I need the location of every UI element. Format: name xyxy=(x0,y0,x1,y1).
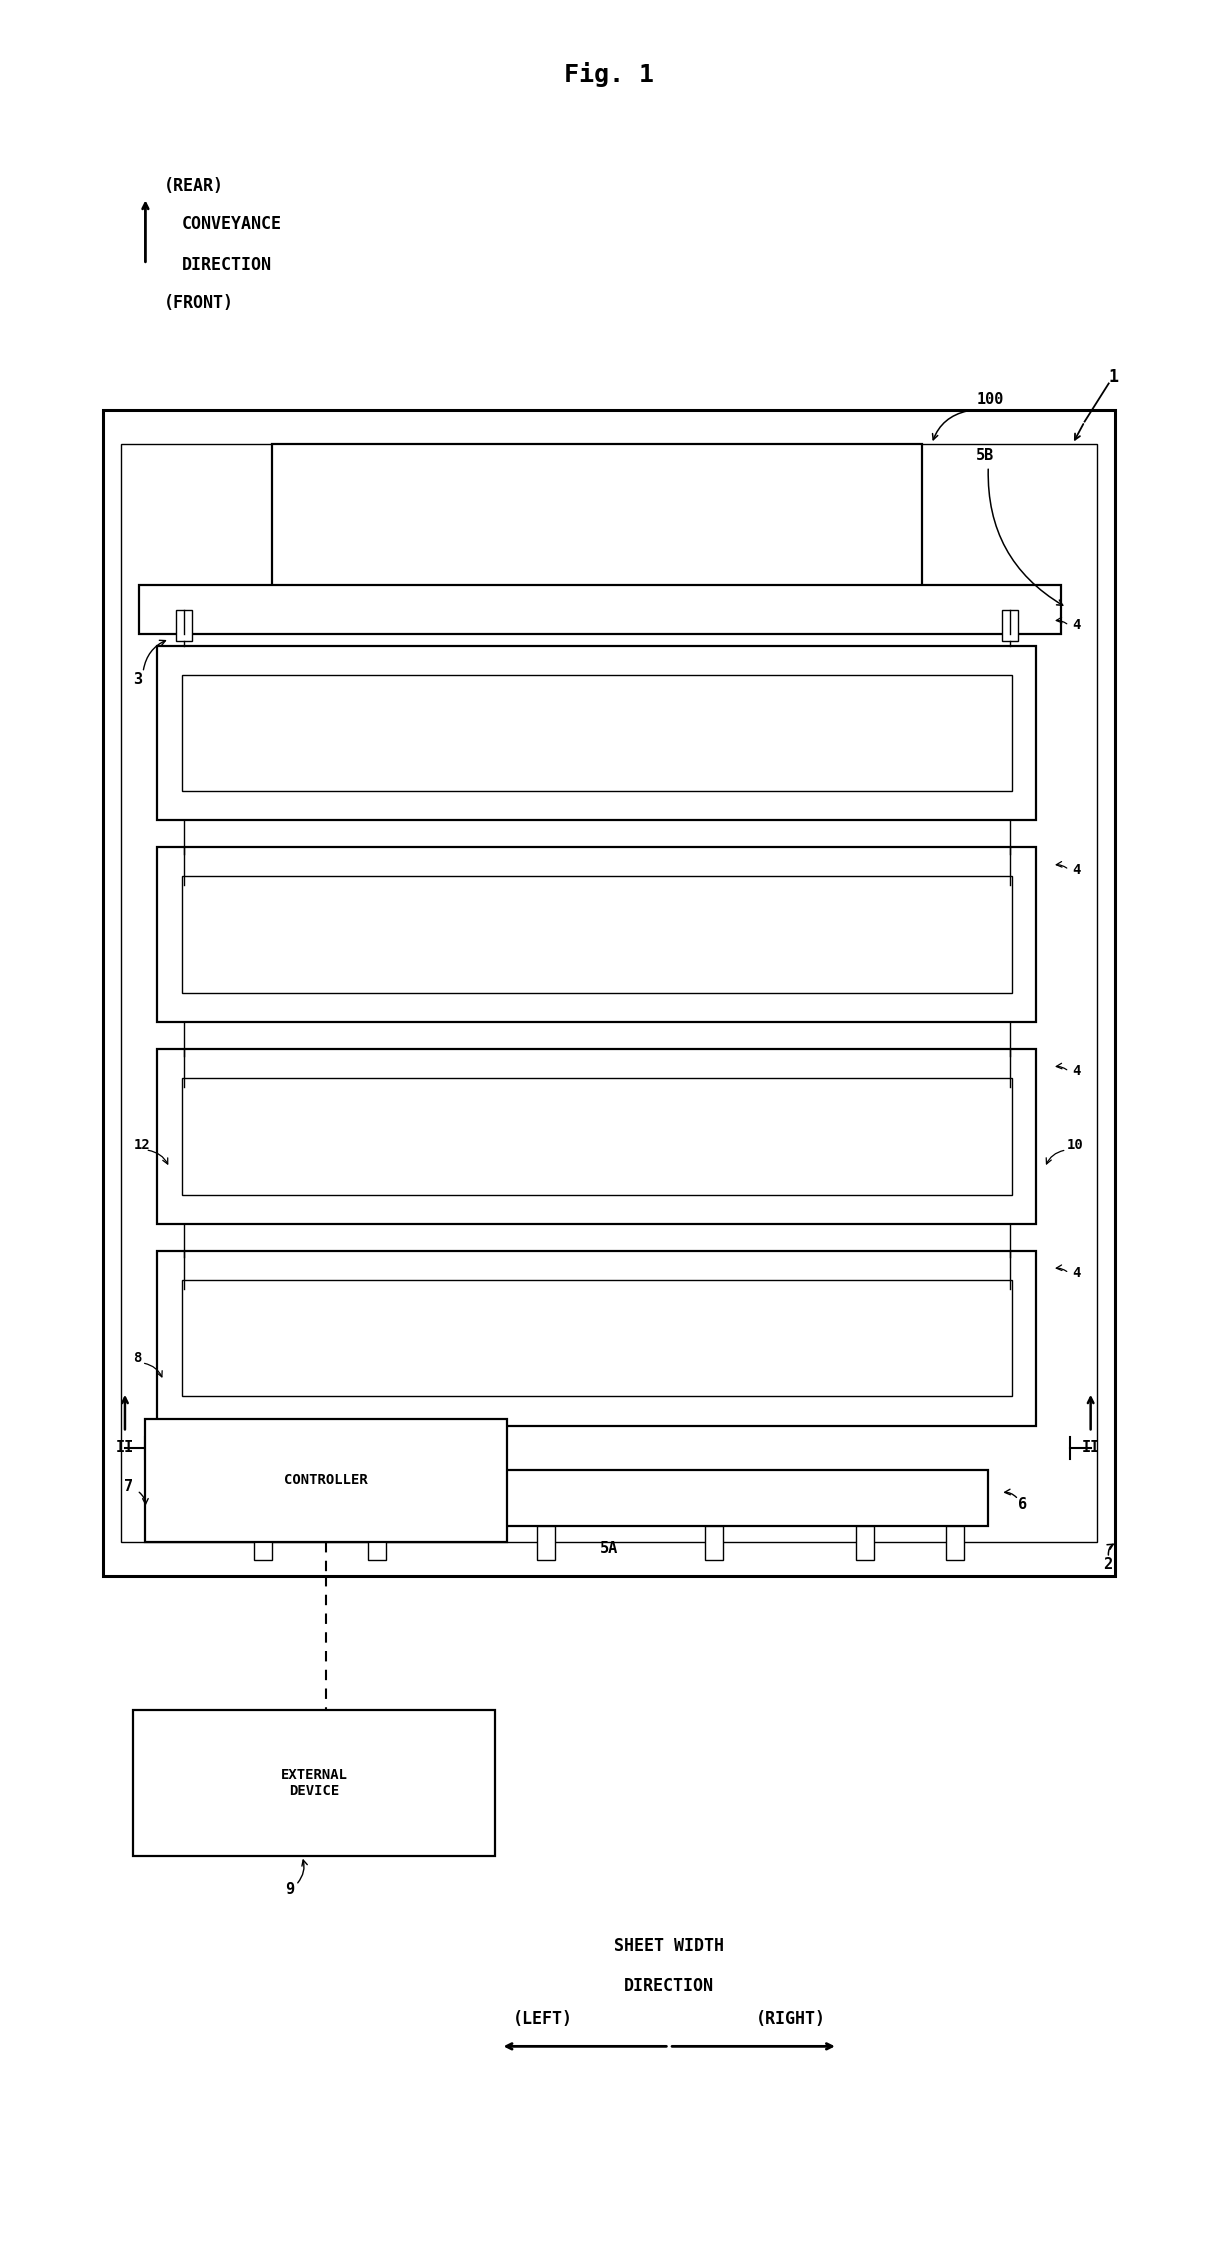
Bar xyxy=(139,584,1061,634)
Text: CONVEYANCE: CONVEYANCE xyxy=(181,214,281,232)
Text: EXTERNAL
DEVICE: EXTERNAL DEVICE xyxy=(280,1768,347,1797)
Bar xyxy=(181,877,1012,992)
Text: 4: 4 xyxy=(1073,1265,1080,1281)
Text: 10: 10 xyxy=(1067,1139,1083,1152)
Text: 1: 1 xyxy=(1108,368,1118,386)
Text: 8: 8 xyxy=(134,1351,141,1364)
Bar xyxy=(856,1527,873,1560)
Bar xyxy=(175,855,192,886)
Bar xyxy=(1001,855,1018,886)
Bar xyxy=(175,1258,192,1290)
Text: 4: 4 xyxy=(1073,1064,1080,1078)
Bar xyxy=(1001,609,1018,640)
Text: DIRECTION: DIRECTION xyxy=(181,255,272,273)
Text: CONTROLLER: CONTROLLER xyxy=(284,1473,368,1488)
Bar xyxy=(157,848,1037,1022)
Text: (LEFT): (LEFT) xyxy=(513,2011,572,2030)
Text: (FRONT): (FRONT) xyxy=(163,293,234,311)
Bar xyxy=(175,1055,192,1087)
Bar xyxy=(537,1527,555,1560)
Text: 4: 4 xyxy=(1073,864,1080,877)
Text: 5B: 5B xyxy=(977,449,995,462)
Text: (REAR): (REAR) xyxy=(163,178,223,196)
Bar xyxy=(946,1527,965,1560)
Bar xyxy=(253,1527,272,1560)
Text: 4: 4 xyxy=(1073,618,1080,631)
Bar xyxy=(157,1252,1037,1425)
Bar xyxy=(157,645,1037,821)
Text: II: II xyxy=(1082,1441,1100,1454)
Bar xyxy=(181,1078,1012,1195)
Bar xyxy=(212,1470,988,1527)
Bar xyxy=(1001,1055,1018,1087)
Text: 6: 6 xyxy=(1018,1497,1028,1511)
Text: 12: 12 xyxy=(134,1139,150,1152)
Text: Fig. 1: Fig. 1 xyxy=(564,61,654,86)
Text: 5A: 5A xyxy=(600,1542,618,1556)
Text: SHEET WIDTH: SHEET WIDTH xyxy=(614,1937,725,1955)
Bar xyxy=(157,1049,1037,1224)
Bar xyxy=(175,609,192,640)
Bar xyxy=(1001,1258,1018,1290)
Bar xyxy=(368,1527,386,1560)
Text: 100: 100 xyxy=(977,392,1004,406)
Bar xyxy=(705,1527,723,1560)
Bar xyxy=(122,444,1096,1542)
Bar xyxy=(145,1418,507,1542)
Bar xyxy=(134,1709,495,1856)
Bar xyxy=(272,444,922,589)
Text: DIRECTION: DIRECTION xyxy=(624,1978,714,1996)
Bar xyxy=(181,674,1012,792)
Text: II: II xyxy=(116,1441,134,1454)
Text: 7: 7 xyxy=(124,1479,134,1493)
Bar xyxy=(181,1281,1012,1396)
Text: 9: 9 xyxy=(285,1883,295,1896)
Bar xyxy=(104,410,1114,1576)
Text: (RIGHT): (RIGHT) xyxy=(755,2011,826,2030)
Text: 2: 2 xyxy=(1102,1556,1112,1572)
Text: 3: 3 xyxy=(134,672,143,688)
